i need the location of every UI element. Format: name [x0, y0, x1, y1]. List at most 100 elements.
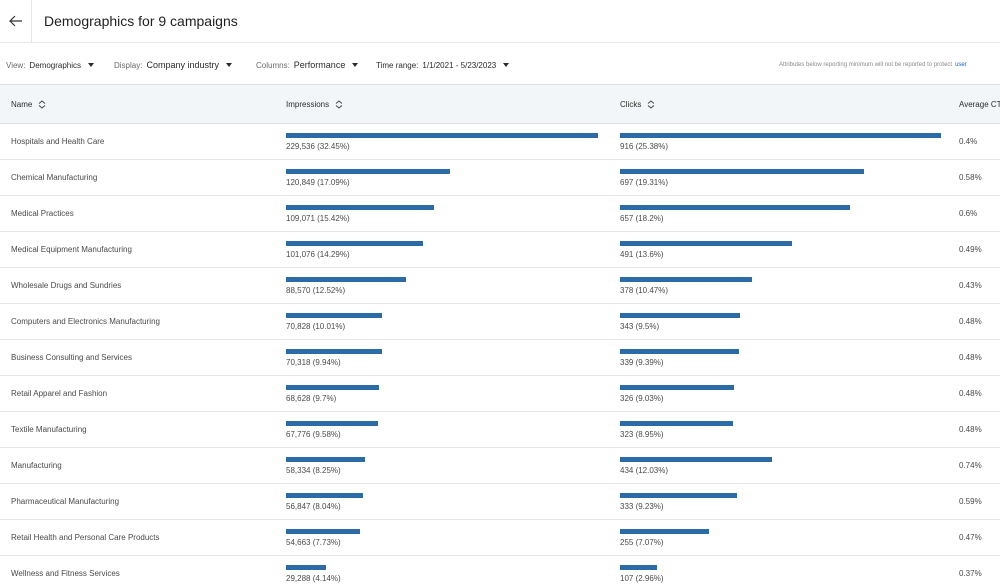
column-header-ctr[interactable]: Average CT [959, 85, 1000, 124]
impressions-value: 101,076 (14.29%) [286, 250, 350, 259]
page-title: Demographics for 9 campaigns [44, 13, 238, 29]
caret-down-icon [226, 63, 232, 67]
impressions-value: 29,288 (4.14%) [286, 574, 341, 583]
time-range-value: 1/1/2021 - 5/23/2023 [422, 60, 497, 70]
clicks-cell: 333 (9.23%) [620, 484, 941, 519]
columns-label: Columns: [256, 60, 290, 70]
table-row: Chemical Manufacturing 120,849 (17.09%) 69… [0, 160, 1000, 196]
sort-icon [648, 100, 655, 109]
clicks-cell: 916 (25.38%) [620, 124, 941, 159]
clicks-bar [620, 169, 864, 174]
ctr-value: 0.4% [959, 137, 978, 146]
clicks-cell: 255 (7.07%) [620, 520, 941, 555]
clicks-cell: 326 (9.03%) [620, 376, 941, 411]
clicks-bar [620, 385, 734, 390]
industry-name: Medical Practices [11, 209, 74, 218]
impressions-value: 68,628 (9.7%) [286, 394, 337, 403]
industry-name: Hospitals and Health Care [11, 137, 105, 146]
impressions-bar [286, 493, 363, 498]
table-row: Textile Manufacturing 67,776 (9.58%) 323 (… [0, 412, 1000, 448]
clicks-value: 333 (9.23%) [620, 502, 664, 511]
note-text: Attributes below reporting minimum will … [779, 62, 953, 68]
clicks-value: 326 (9.03%) [620, 394, 664, 403]
impressions-bar [286, 385, 379, 390]
table-row: Retail Health and Personal Care Products… [0, 520, 1000, 556]
ctr-value: 0.49% [959, 245, 982, 254]
caret-down-icon [503, 63, 510, 67]
ctr-value: 0.48% [959, 425, 982, 434]
impressions-bar [286, 241, 423, 246]
impressions-value: 70,828 (10.01%) [286, 322, 346, 331]
table-row: Pharmaceutical Manufacturing 56,847 (8.04… [0, 484, 1000, 520]
ctr-value: 0.58% [959, 173, 982, 182]
impressions-value: 58,334 (8.25%) [286, 466, 341, 475]
arrow-left-icon [8, 15, 22, 27]
impressions-bar [286, 169, 450, 174]
table-row: Manufacturing 58,334 (8.25%) 434 (12.03%) 0… [0, 448, 1000, 484]
columns-dropdown[interactable]: Columns: Performance [256, 55, 359, 75]
table-row: Medical Practices 109,071 (15.42%) 657 (18… [0, 196, 1000, 232]
clicks-value: 378 (10.47%) [620, 286, 669, 295]
impressions-cell: 88,570 (12.52%) [286, 268, 598, 303]
clicks-value: 657 (18.2%) [620, 214, 664, 223]
view-label: View: [6, 60, 26, 70]
filter-bar: View: Demographics Display: Company indu… [0, 55, 1000, 75]
table-row: Computers and Electronics Manufacturing 7… [0, 304, 1000, 340]
sort-icon [39, 100, 46, 109]
industry-name: Retail Apparel and Fashion [11, 389, 108, 398]
ctr-value: 0.48% [959, 353, 982, 362]
impressions-cell: 120,849 (17.09%) [286, 160, 598, 195]
impressions-cell: 70,318 (9.94%) [286, 340, 598, 375]
clicks-cell: 378 (10.47%) [620, 268, 941, 303]
time-range-label: Time range: [376, 60, 419, 70]
clicks-bar [620, 133, 941, 138]
view-dropdown[interactable]: View: Demographics [6, 55, 94, 75]
clicks-bar [620, 313, 740, 318]
ctr-value: 0.6% [959, 209, 978, 218]
impressions-value: 109,071 (15.42%) [286, 214, 350, 223]
column-header-name[interactable]: Name [11, 85, 46, 124]
note-link[interactable]: user [955, 62, 967, 68]
impressions-bar [286, 349, 382, 354]
back-button[interactable] [0, 0, 32, 43]
column-header-label: Average CT [959, 100, 1000, 109]
industry-name: Computers and Electronics Manufacturing [11, 317, 160, 326]
clicks-value: 434 (12.03%) [620, 466, 669, 475]
column-header-impressions[interactable]: Impressions [286, 85, 343, 124]
caret-down-icon [88, 63, 94, 67]
clicks-cell: 107 (2.96%) [620, 556, 941, 588]
columns-value: Performance [293, 60, 346, 70]
impressions-cell: 67,776 (9.58%) [286, 412, 598, 447]
table-row: Retail Apparel and Fashion 68,628 (9.7%) 3… [0, 376, 1000, 412]
column-header-clicks[interactable]: Clicks [620, 85, 655, 124]
column-header-label: Name [11, 100, 33, 109]
industry-name: Pharmaceutical Manufacturing [11, 497, 120, 506]
top-bar: Demographics for 9 campaigns [0, 0, 1000, 43]
impressions-bar [286, 529, 360, 534]
demographics-table: Name Impressions Clicks Average CT Hospi… [0, 84, 1000, 588]
clicks-cell: 434 (12.03%) [620, 448, 941, 483]
display-dropdown[interactable]: Display: Company industry [114, 55, 232, 75]
industry-name: Wellness and Fitness Services [11, 569, 120, 578]
clicks-bar [620, 421, 733, 426]
caret-down-icon [352, 63, 359, 67]
clicks-value: 491 (13.6%) [620, 250, 664, 259]
industry-name: Medical Equipment Manufacturing [11, 245, 132, 254]
clicks-cell: 323 (8.95%) [620, 412, 941, 447]
impressions-value: 229,536 (32.45%) [286, 142, 350, 151]
impressions-value: 70,318 (9.94%) [286, 358, 341, 367]
sort-icon [335, 100, 343, 109]
impressions-cell: 29,288 (4.14%) [286, 556, 598, 588]
industry-name: Retail Health and Personal Care Products [11, 533, 160, 542]
clicks-bar [620, 349, 739, 354]
clicks-bar [620, 277, 752, 282]
time-range-dropdown[interactable]: Time range: 1/1/2021 - 5/23/2023 [376, 55, 510, 75]
ctr-value: 0.37% [959, 569, 982, 578]
ctr-value: 0.43% [959, 281, 982, 290]
clicks-bar [620, 457, 772, 462]
impressions-value: 56,847 (8.04%) [286, 502, 341, 511]
clicks-value: 339 (9.39%) [620, 358, 664, 367]
ctr-value: 0.48% [959, 389, 982, 398]
clicks-cell: 657 (18.2%) [620, 196, 941, 231]
clicks-cell: 697 (19.31%) [620, 160, 941, 195]
